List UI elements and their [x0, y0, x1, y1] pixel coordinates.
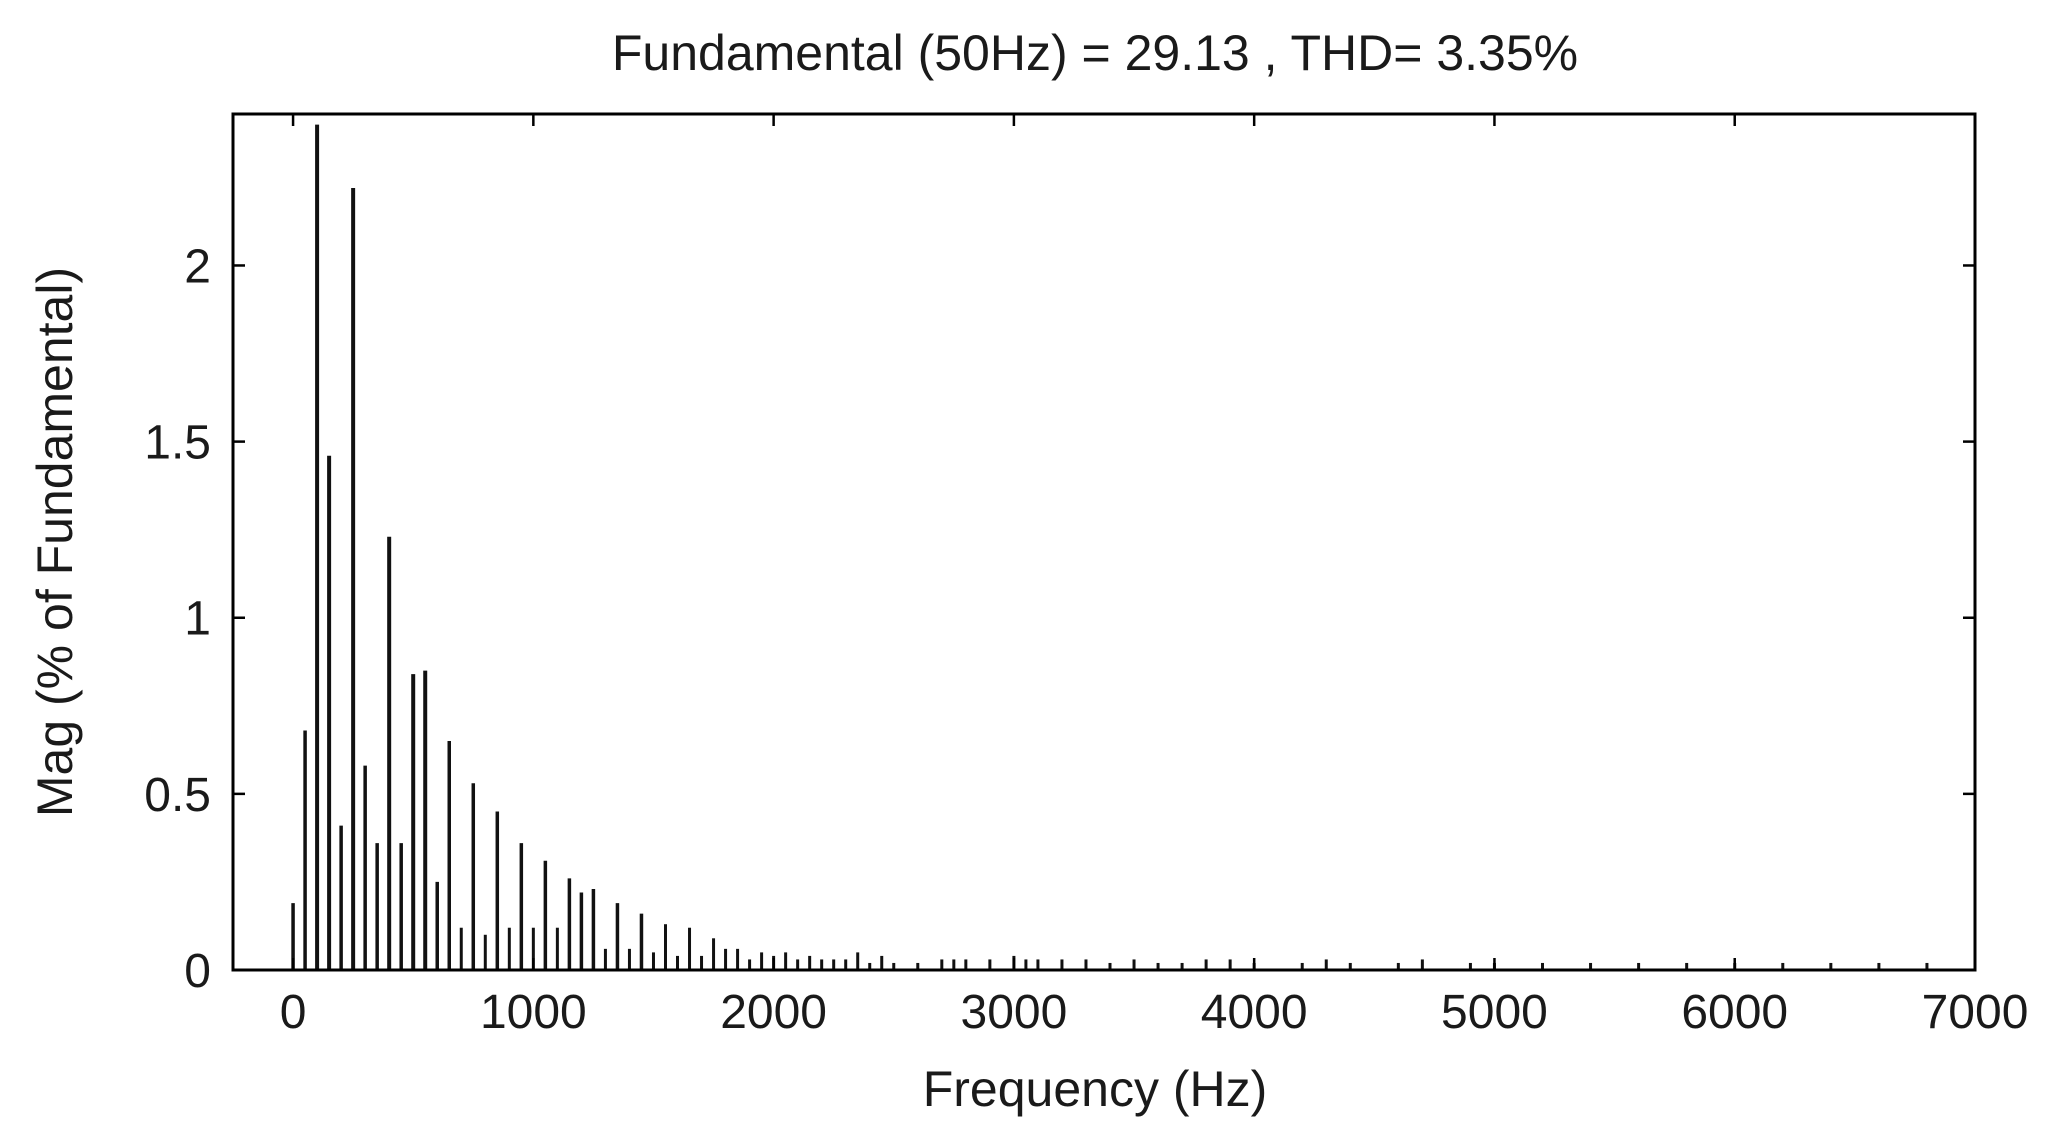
x-tick-label: 7000 — [1922, 986, 2029, 1039]
x-axis-label: Frequency (Hz) — [923, 1061, 1268, 1117]
y-tick-label: 1 — [184, 593, 211, 646]
x-tick-label: 4000 — [1201, 986, 1308, 1039]
axis-ticks: 0 1000 2000 3000 4000 5000 6000 7000 0 0.5 1 1.5 2 — [144, 114, 2028, 1039]
x-tick-label: 5000 — [1441, 986, 1548, 1039]
y-tick-label: 2 — [184, 240, 211, 293]
x-tick-label: 1000 — [480, 986, 587, 1039]
y-tick-label: 0.5 — [144, 769, 211, 822]
x-tick-label: 0 — [280, 986, 307, 1039]
x-tick-label: 6000 — [1681, 986, 1788, 1039]
x-tick-label: 2000 — [720, 986, 827, 1039]
spectrum-bars — [291, 124, 1977, 970]
x-tick-label: 3000 — [961, 986, 1068, 1039]
y-tick-label: 0 — [184, 945, 211, 998]
y-axis-label: Mag (% of Fundamental) — [27, 267, 83, 817]
y-tick-label: 1.5 — [144, 417, 211, 470]
plot-area-frame — [231, 112, 1977, 972]
chart-title: Fundamental (50Hz) = 29.13 , THD= 3.35% — [612, 25, 1578, 81]
